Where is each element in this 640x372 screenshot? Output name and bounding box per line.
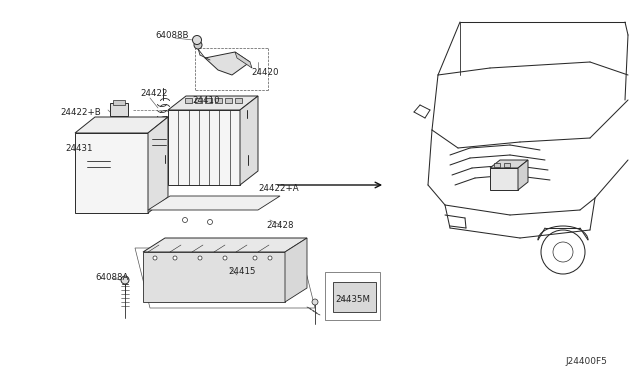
Polygon shape [215,98,222,103]
Bar [113,100,125,105]
Circle shape [312,299,318,305]
Polygon shape [185,98,192,103]
Polygon shape [225,98,232,103]
Circle shape [253,256,257,260]
Polygon shape [285,238,307,302]
Text: 24410: 24410 [192,96,220,105]
Circle shape [193,35,202,45]
Bar [110,103,128,116]
Circle shape [268,256,272,260]
Polygon shape [143,252,285,302]
Polygon shape [168,110,240,185]
Polygon shape [205,98,212,103]
Bar [504,163,510,167]
Polygon shape [148,196,280,210]
Text: 24422+B: 24422+B [60,108,100,116]
Circle shape [153,256,157,260]
Polygon shape [143,238,307,252]
Circle shape [223,256,227,260]
Text: 24422+A: 24422+A [258,183,299,192]
Text: 24431: 24431 [65,144,93,153]
Polygon shape [148,117,168,213]
Polygon shape [235,98,242,103]
Polygon shape [235,52,252,68]
Polygon shape [490,160,528,168]
Circle shape [198,256,202,260]
Circle shape [121,276,129,284]
Circle shape [194,41,202,49]
Polygon shape [518,160,528,190]
Polygon shape [205,52,250,75]
Text: J24400F5: J24400F5 [565,357,607,366]
Text: 24422: 24422 [140,89,168,97]
Polygon shape [168,96,258,110]
Polygon shape [75,133,148,213]
Polygon shape [333,282,376,312]
Text: 24420: 24420 [251,67,278,77]
Bar [494,163,500,167]
Text: 64088A: 64088A [95,273,129,282]
Text: 24435M: 24435M [335,295,370,305]
Polygon shape [195,98,202,103]
Text: 24415: 24415 [228,267,255,276]
Circle shape [173,256,177,260]
Polygon shape [490,168,518,190]
Text: 64088B: 64088B [155,31,189,39]
Text: 24428: 24428 [266,221,294,230]
Polygon shape [240,96,258,185]
Polygon shape [75,117,168,133]
